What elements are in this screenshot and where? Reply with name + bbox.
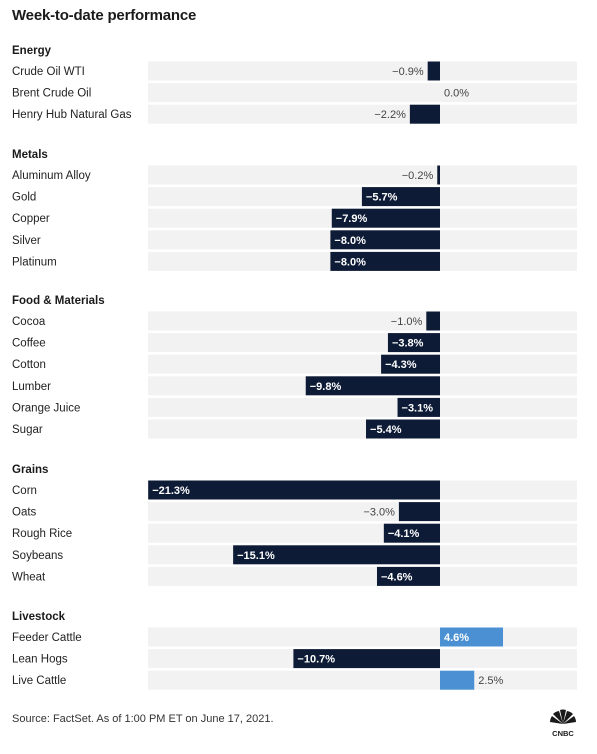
bar xyxy=(361,187,440,207)
data-label: −8.0% xyxy=(334,256,366,268)
logo-text: CNBC xyxy=(552,729,574,738)
data-label: −3.0% xyxy=(363,507,395,519)
data-label: 2.5% xyxy=(478,675,503,687)
data-label: 4.6% xyxy=(444,632,469,644)
bar-chart: Energy Crude Oil WTI −0.9% Brent Crude Oil 0… xyxy=(12,45,577,690)
group-heading: Livestock xyxy=(12,611,66,623)
data-label: −4.6% xyxy=(381,571,413,583)
row-background xyxy=(148,104,577,124)
source-note: Source: FactSet. As of 1:00 PM ET on Jun… xyxy=(12,713,274,725)
row-label: Lumber xyxy=(12,381,51,393)
bar xyxy=(427,61,440,81)
bar xyxy=(440,670,475,690)
group-heading: Energy xyxy=(12,45,52,57)
row-label: Copper xyxy=(12,213,50,225)
data-label: −1.0% xyxy=(391,316,423,328)
row-label: Henry Hub Natural Gas xyxy=(12,109,132,121)
data-label: −4.3% xyxy=(385,359,417,371)
row-label: Live Cattle xyxy=(12,675,66,687)
row-label: Gold xyxy=(12,192,36,204)
bar xyxy=(293,649,440,669)
bar xyxy=(440,627,504,647)
row-label: Feeder Cattle xyxy=(12,632,82,644)
bar xyxy=(331,208,440,228)
row-background xyxy=(148,523,577,543)
group-heading: Food & Materials xyxy=(12,295,105,307)
row-background xyxy=(148,502,577,522)
row-label: Brent Crude Oil xyxy=(12,88,91,100)
data-label: −3.8% xyxy=(392,338,424,350)
row-label: Cotton xyxy=(12,359,46,371)
chart-title: Week-to-date performance xyxy=(12,7,197,24)
row-label: Oats xyxy=(12,507,37,519)
row-label: Coffee xyxy=(12,338,46,350)
cnbc-logo: CNBC xyxy=(550,709,576,738)
bar xyxy=(387,333,440,353)
bar xyxy=(330,251,440,271)
row-background xyxy=(148,83,577,103)
group-heading: Metals xyxy=(12,149,48,161)
row-background xyxy=(148,354,577,374)
peacock-icon xyxy=(550,709,576,724)
row-label: Lean Hogs xyxy=(12,654,68,666)
row-label: Soybeans xyxy=(12,550,63,562)
row-background xyxy=(148,165,577,185)
row-label: Crude Oil WTI xyxy=(12,66,85,78)
row-label: Corn xyxy=(12,485,37,497)
row-label: Sugar xyxy=(12,424,43,436)
bar xyxy=(305,376,440,396)
row-label: Orange Juice xyxy=(12,402,80,414)
bar xyxy=(397,397,440,417)
row-background xyxy=(148,627,577,647)
group-heading: Grains xyxy=(12,464,48,476)
bar xyxy=(148,480,440,500)
data-label: −0.2% xyxy=(402,170,434,182)
data-label: −4.1% xyxy=(388,528,420,540)
row-background xyxy=(148,311,577,331)
bar xyxy=(233,545,440,565)
bar xyxy=(366,419,440,439)
bar xyxy=(381,354,440,374)
bar xyxy=(376,566,440,586)
data-label: −21.3% xyxy=(152,485,190,497)
row-label: Silver xyxy=(12,235,41,247)
data-label: −7.9% xyxy=(336,213,368,225)
bar xyxy=(437,165,440,185)
row-background xyxy=(148,566,577,586)
data-label: 0.0% xyxy=(444,88,469,100)
data-label: −0.9% xyxy=(392,66,424,78)
bar xyxy=(426,311,440,331)
data-label: −8.0% xyxy=(334,235,366,247)
data-label: −3.1% xyxy=(402,402,434,414)
row-label: Rough Rice xyxy=(12,528,72,540)
row-label: Wheat xyxy=(12,571,46,583)
row-background xyxy=(148,397,577,417)
bar xyxy=(409,104,440,124)
data-label: −15.1% xyxy=(237,550,275,562)
row-background xyxy=(148,419,577,439)
data-label: −2.2% xyxy=(374,109,406,121)
row-background xyxy=(148,61,577,81)
bar xyxy=(330,230,440,250)
row-background xyxy=(148,333,577,353)
row-label: Cocoa xyxy=(12,316,46,328)
data-label: −10.7% xyxy=(297,654,335,666)
data-label: −5.7% xyxy=(366,192,398,204)
row-label: Aluminum Alloy xyxy=(12,170,91,182)
bar xyxy=(383,523,440,543)
data-label: −9.8% xyxy=(310,381,342,393)
data-label: −5.4% xyxy=(370,424,402,436)
row-label: Platinum xyxy=(12,256,57,268)
bar xyxy=(398,502,440,522)
row-background xyxy=(148,670,577,690)
